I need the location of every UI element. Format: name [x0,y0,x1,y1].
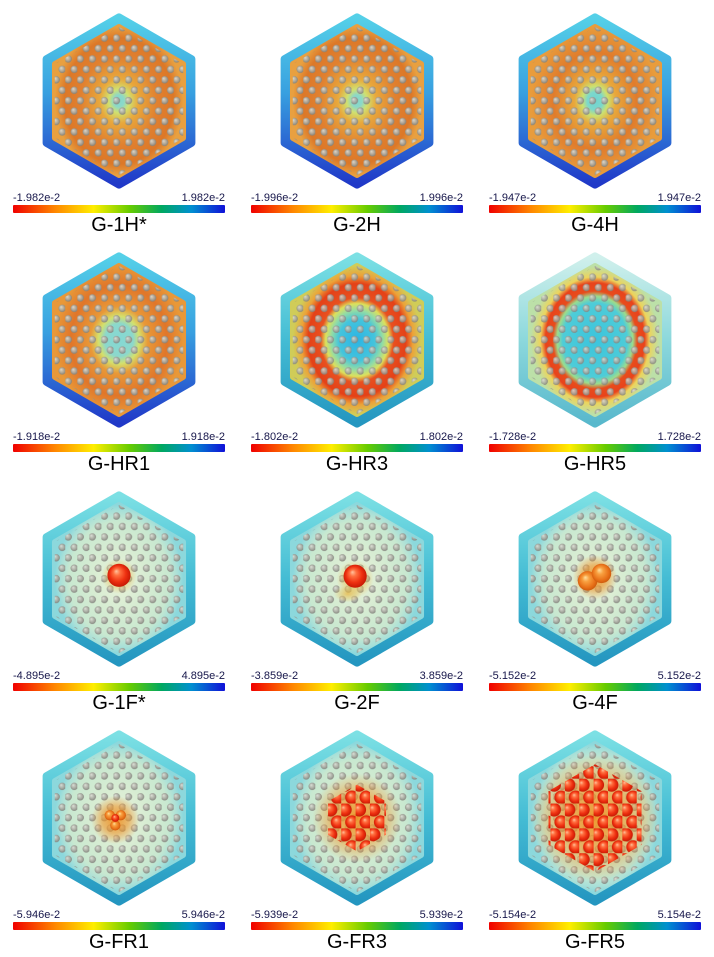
colorbar [13,205,225,213]
panel-label: G-HR5 [563,453,627,475]
colorbar-min: -5.946e-2 [13,908,61,921]
fluorine-atom [107,563,131,587]
panel-g-fr3: -5.939e-2 5.939e-2 G-FR3 [238,717,476,956]
colorbar-min: -5.939e-2 [251,908,299,921]
panel-label: G-1F* [92,692,146,714]
panel-label: G-FR5 [565,931,625,953]
panel-g-4h: -1.947e-2 1.947e-2 G-4H [476,0,714,239]
panel-g-hr5: -1.728e-2 1.728e-2 G-HR5 [476,239,714,478]
fluorinated-cluster [328,784,386,852]
fluorinated-cluster [548,764,642,872]
colorbar [489,205,701,213]
panel-label: G-4F [572,692,618,714]
colorbar [251,922,463,930]
panel-label: G-1H* [91,214,147,236]
colorbar [489,922,701,930]
esp-surface-g-hr5 [518,252,672,428]
esp-surface-g-fr3 [280,730,434,906]
panel-g-fr5: -5.154e-2 5.154e-2 G-FR5 [476,717,714,956]
esp-surface-g-4f [518,491,672,667]
colorbar-max: 1.996e-2 [419,191,463,204]
colorbar-min: -1.728e-2 [489,430,537,443]
panel-g-2f: -3.859e-2 3.859e-2 G-2F [238,478,476,717]
colorbar-max: 1.802e-2 [419,430,463,443]
colorbar [251,444,463,452]
panel-g-1f: -4.895e-2 4.895e-2 G-1F* [0,478,238,717]
panel-label: G-FR3 [327,931,387,953]
colorbar-block: -5.939e-2 5.939e-2 [251,909,463,930]
esp-surface-g-4h [518,13,672,189]
colorbar-block: -5.154e-2 5.154e-2 [489,909,701,930]
cluster-atom [111,814,120,822]
colorbar-block: -3.859e-2 3.859e-2 [251,670,463,691]
panel-label: G-FR1 [89,931,149,953]
colorbar-min: -1.947e-2 [489,191,537,204]
esp-surface-g-fr1 [42,730,196,906]
colorbar-max: 3.859e-2 [419,669,463,682]
colorbar-min: -4.895e-2 [13,669,61,682]
colorbar-min: -1.996e-2 [251,191,299,204]
colorbar-block: -1.982e-2 1.982e-2 [13,192,225,213]
panel-g-hr1: -1.918e-2 1.918e-2 G-HR1 [0,239,238,478]
colorbar [13,922,225,930]
colorbar-max: 5.152e-2 [657,669,701,682]
colorbar-max: 5.946e-2 [181,908,225,921]
esp-surface-g-hr3 [280,252,434,428]
panel-g-2h: -1.996e-2 1.996e-2 G-2H [238,0,476,239]
fluorine-atom [591,563,612,584]
esp-surface-g-2f [280,491,434,667]
colorbar [13,683,225,691]
colorbar-min: -5.154e-2 [489,908,537,921]
colorbar [13,444,225,452]
colorbar-max: 1.918e-2 [181,430,225,443]
colorbar-max: 1.982e-2 [181,191,225,204]
colorbar-min: -1.802e-2 [251,430,299,443]
panel-label: G-2F [334,692,380,714]
colorbar [489,683,701,691]
esp-surface-g-hr1 [42,252,196,428]
panel-label: G-HR1 [87,453,151,475]
panel-g-fr1: -5.946e-2 5.946e-2 G-FR1 [0,717,238,956]
panel-g-hr3: -1.802e-2 1.802e-2 G-HR3 [238,239,476,478]
colorbar-block: -5.946e-2 5.946e-2 [13,909,225,930]
fluorine-atom [343,564,367,588]
colorbar [251,683,463,691]
colorbar-max: 4.895e-2 [181,669,225,682]
colorbar-min: -5.152e-2 [489,669,537,682]
cluster-atom [110,820,121,831]
colorbar-block: -1.728e-2 1.728e-2 [489,431,701,452]
colorbar-block: -4.895e-2 4.895e-2 [13,670,225,691]
colorbar-max: 1.728e-2 [657,430,701,443]
colorbar-max: 5.154e-2 [657,908,701,921]
panel-label: G-4H [571,214,619,236]
esp-surface-g-1f [42,491,196,667]
colorbar-block: -1.996e-2 1.996e-2 [251,192,463,213]
esp-surface-g-fr5 [518,730,672,906]
panel-label: G-HR3 [325,453,389,475]
colorbar-min: -3.859e-2 [251,669,299,682]
panel-g-4f: -5.152e-2 5.152e-2 G-4F [476,478,714,717]
panel-label: G-2H [333,214,381,236]
colorbar-max: 1.947e-2 [657,191,701,204]
panel-g-1h: -1.982e-2 1.982e-2 G-1H* [0,0,238,239]
colorbar [251,205,463,213]
colorbar-block: -1.947e-2 1.947e-2 [489,192,701,213]
colorbar-block: -5.152e-2 5.152e-2 [489,670,701,691]
colorbar-min: -1.982e-2 [13,191,61,204]
esp-surface-g-2h [280,13,434,189]
colorbar-block: -1.802e-2 1.802e-2 [251,431,463,452]
colorbar [489,444,701,452]
colorbar-block: -1.918e-2 1.918e-2 [13,431,225,452]
esp-surface-g-1h [42,13,196,189]
colorbar-max: 5.939e-2 [419,908,463,921]
colorbar-min: -1.918e-2 [13,430,61,443]
